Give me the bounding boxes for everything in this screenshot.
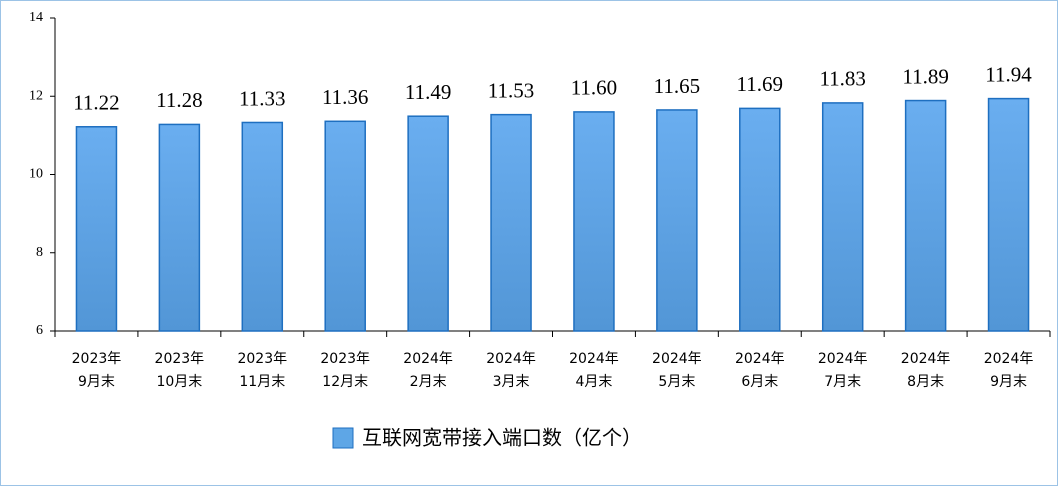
x-tick-label: 2024年 [486, 351, 536, 367]
x-tick-label: 2024年 [403, 351, 453, 367]
value-label: 11.89 [902, 64, 948, 88]
x-tick-label: 9月末 [78, 374, 115, 390]
x-tick-label: 2023年 [155, 351, 205, 367]
y-tick-label: 8 [36, 245, 43, 260]
y-tick-label: 12 [29, 88, 43, 103]
bar [490, 113, 532, 332]
x-tick-label: 10月末 [156, 374, 202, 390]
bar [987, 97, 1030, 332]
legend-label: 互联网宽带接入端口数（亿个） [362, 426, 642, 450]
x-tick-label: 2023年 [72, 351, 122, 367]
bar [75, 126, 118, 332]
x-tick-label: 3月末 [493, 374, 530, 390]
bar [407, 115, 449, 332]
x-tick-label: 2024年 [984, 351, 1034, 367]
y-tick-label: 6 [36, 323, 43, 338]
x-tick-label: 6月末 [741, 374, 778, 390]
bar [241, 121, 284, 332]
x-tick-label: 9月末 [990, 374, 1027, 390]
bar [904, 99, 947, 332]
value-label: 11.83 [819, 67, 865, 91]
x-tick-label: 11月末 [239, 374, 285, 390]
value-label: 11.28 [156, 88, 202, 112]
value-label: 11.22 [73, 91, 119, 115]
x-tick-label: 7月末 [824, 374, 861, 390]
value-label: 11.33 [239, 86, 285, 110]
x-tick-label: 2024年 [569, 351, 619, 367]
y-tick-label: 10 [29, 167, 43, 182]
bar [158, 123, 201, 332]
x-tick-label: 5月末 [658, 374, 695, 390]
x-tick-label: 2024年 [901, 351, 951, 367]
x-tick-label: 4月末 [575, 374, 612, 390]
bar [573, 111, 615, 332]
x-tick-label: 2023年 [320, 351, 370, 367]
x-tick-label: 2月末 [410, 374, 447, 390]
bar [324, 120, 366, 332]
x-tick-label: 8月末 [907, 374, 944, 390]
value-label: 11.49 [405, 80, 451, 104]
x-tick-label: 2024年 [735, 351, 785, 367]
value-label: 11.69 [737, 72, 783, 96]
value-label: 11.94 [985, 62, 1032, 86]
bar [739, 107, 781, 332]
x-tick-label: 2024年 [818, 351, 868, 367]
value-label: 11.53 [488, 78, 534, 102]
x-tick-label: 2023年 [237, 351, 287, 367]
x-tick-label: 2024年 [652, 351, 702, 367]
value-label: 11.65 [654, 74, 700, 98]
legend-swatch [332, 427, 354, 449]
y-tick-label: 14 [29, 10, 43, 25]
value-label: 11.36 [322, 85, 368, 109]
value-label: 11.60 [571, 76, 617, 100]
bar [821, 102, 864, 332]
bar [656, 109, 698, 332]
x-tick-label: 12月末 [322, 374, 368, 390]
